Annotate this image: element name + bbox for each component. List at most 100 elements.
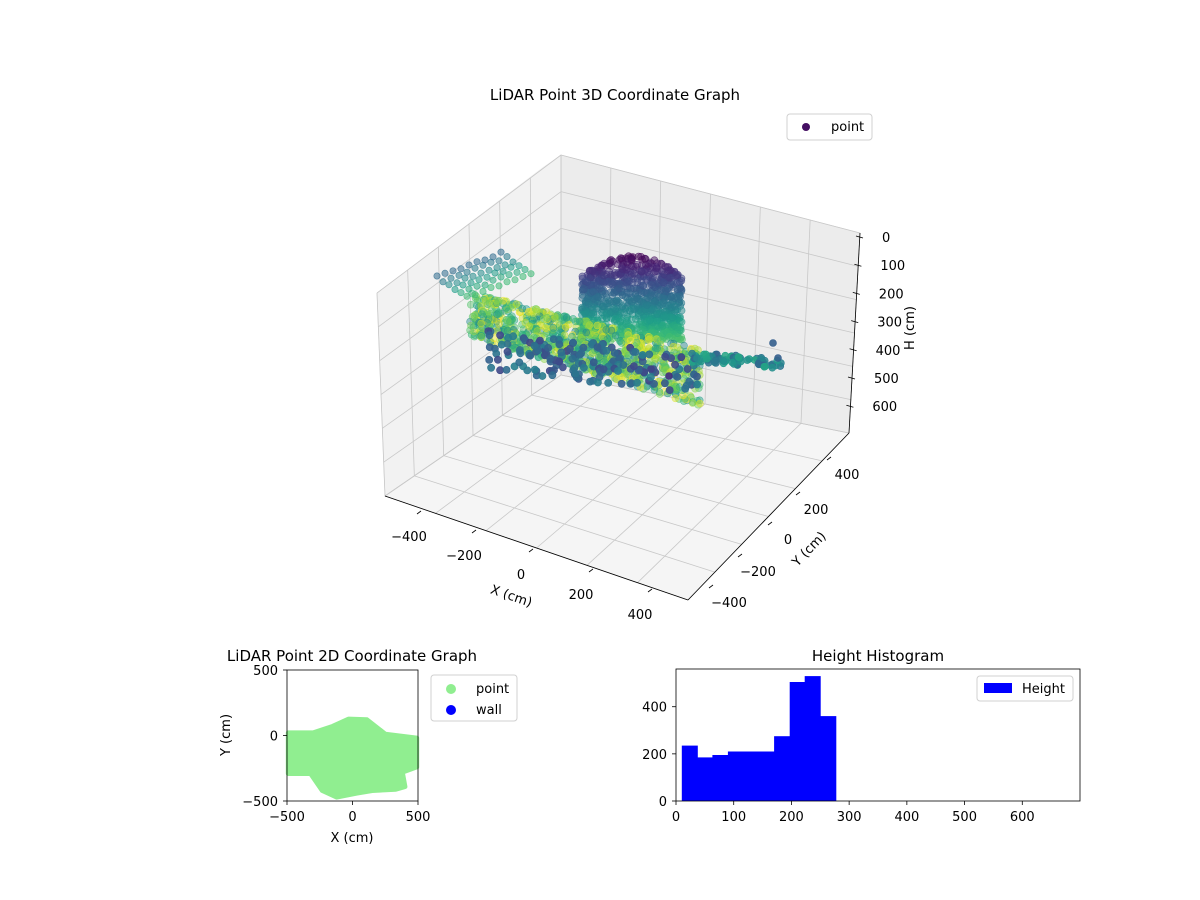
point-3d xyxy=(693,354,701,363)
histogram-bar xyxy=(758,751,775,801)
point-3d xyxy=(632,294,641,302)
point-3d xyxy=(602,325,611,334)
point-3d xyxy=(631,348,640,356)
point-3d xyxy=(650,379,658,388)
axes-histogram xyxy=(675,668,1081,802)
point-3d xyxy=(542,308,551,316)
point-3d xyxy=(618,291,627,300)
point-3d xyxy=(633,378,641,387)
point-3d xyxy=(571,317,580,326)
point-3d xyxy=(509,258,517,266)
point-3d xyxy=(662,366,670,374)
point-3d xyxy=(477,302,486,310)
point-3d xyxy=(593,343,602,351)
point-3d xyxy=(562,313,571,322)
point-3d xyxy=(589,358,598,367)
xlabel-3d: X (cm) xyxy=(488,583,534,611)
point-3d xyxy=(466,300,475,309)
point-3d xyxy=(530,341,539,350)
x-tick-label-hist: 600 xyxy=(1010,810,1035,825)
point-3d xyxy=(667,293,676,301)
panel-3d: LiDAR Point 3D Coordinate Graph −400 −200… xyxy=(376,86,918,623)
point-3d xyxy=(680,394,689,403)
point-3d xyxy=(549,323,558,332)
legend-marker-point xyxy=(802,123,810,131)
histogram-bar xyxy=(681,745,698,801)
point-cloud-shape xyxy=(285,716,420,800)
point-3d xyxy=(561,323,570,331)
point-3d xyxy=(463,292,471,300)
point-3d xyxy=(743,356,752,364)
point-3d xyxy=(652,262,661,271)
point-3d xyxy=(647,280,656,289)
point-3d xyxy=(541,324,550,333)
point-3d xyxy=(467,321,475,330)
xlabel-2d: X (cm) xyxy=(331,831,374,846)
point-3d xyxy=(445,281,453,289)
x-tick-label-2d: 0 xyxy=(348,810,356,825)
point-3d xyxy=(599,302,608,311)
point-3d xyxy=(673,271,682,280)
point-3d xyxy=(473,258,481,266)
point-3d xyxy=(513,268,521,276)
point-3d xyxy=(568,354,577,363)
point-3d xyxy=(663,284,672,293)
point-3d xyxy=(485,355,494,364)
point-3d xyxy=(546,354,555,363)
legend-label-point-2d: point xyxy=(476,682,509,697)
zlabel-3d: H (cm) xyxy=(903,306,918,350)
point-3d xyxy=(539,315,548,324)
histogram-bar xyxy=(697,757,713,801)
x-tick-label-hist: 0 xyxy=(672,810,680,825)
point-3d xyxy=(583,320,591,328)
point-3d xyxy=(672,323,681,332)
point-3d xyxy=(728,358,737,367)
point-3d xyxy=(487,363,495,372)
y-tick-label-3d: −200 xyxy=(740,565,776,580)
point-3d xyxy=(481,297,490,305)
point-3d xyxy=(525,307,533,316)
point-3d xyxy=(463,268,471,276)
point-3d xyxy=(529,325,538,333)
point-3d xyxy=(623,258,631,267)
point-3d xyxy=(535,312,544,321)
point-3d xyxy=(586,377,594,386)
point-3d xyxy=(512,300,521,309)
point-3d xyxy=(548,371,557,380)
legend-marker-wall xyxy=(446,705,456,715)
y-tick-label-hist: 200 xyxy=(642,748,667,763)
x-tick-label-2d: −500 xyxy=(269,810,305,825)
point-3d xyxy=(465,261,473,269)
point-3d xyxy=(665,333,674,341)
point-3d xyxy=(478,310,486,319)
point-3d xyxy=(503,317,512,325)
point-3d xyxy=(645,350,654,359)
point-3d xyxy=(485,299,494,307)
point-3d xyxy=(616,317,624,326)
point-3d xyxy=(630,362,638,370)
point-3d xyxy=(505,271,513,279)
point-3d xyxy=(575,317,584,326)
point-3d xyxy=(661,379,669,388)
x-tick-label-3d: −200 xyxy=(446,549,482,564)
point-3d xyxy=(503,326,512,335)
y-tick-label-3d: −400 xyxy=(711,596,747,611)
point-3d xyxy=(603,335,612,343)
point-3d xyxy=(575,350,584,359)
x-tick-label-hist: 400 xyxy=(894,810,919,825)
point-3d xyxy=(549,335,558,343)
y-tick-label-2d: 500 xyxy=(253,664,278,679)
point-3d xyxy=(660,279,668,287)
point-3d xyxy=(658,368,667,377)
point-3d xyxy=(528,316,537,325)
point-3d xyxy=(501,261,509,269)
point-3d xyxy=(589,267,597,275)
point-3d xyxy=(527,270,535,278)
point-3d xyxy=(671,302,679,311)
y-tick-label-hist: 400 xyxy=(642,701,667,716)
point-3d xyxy=(656,286,665,294)
x-tick-label-3d: 0 xyxy=(517,568,525,583)
y-tick-label-2d: 0 xyxy=(270,730,278,745)
point-3d xyxy=(508,312,516,321)
